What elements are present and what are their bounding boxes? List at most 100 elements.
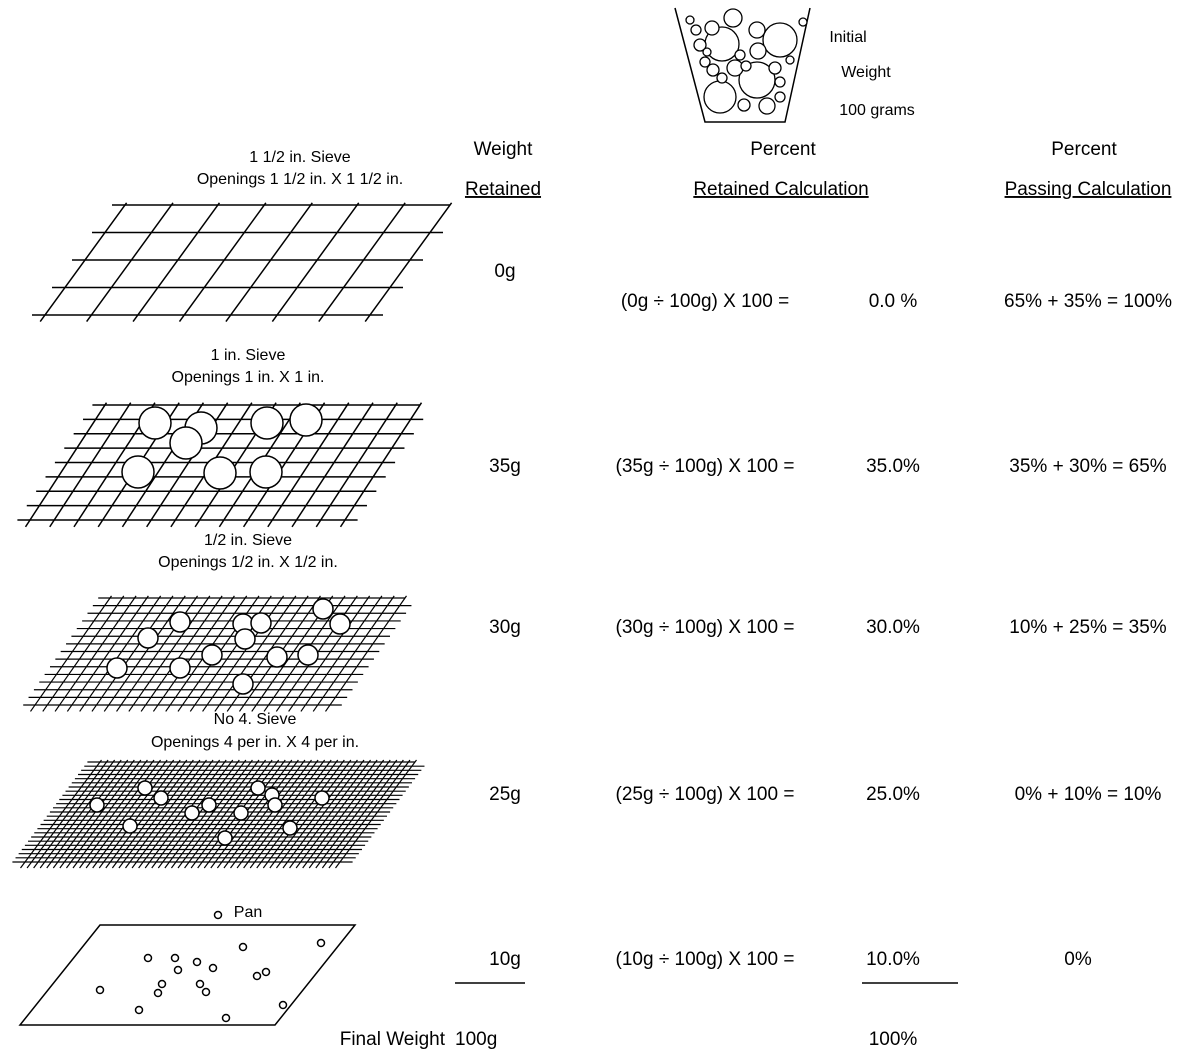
percent-retained: 30.0% [866, 617, 920, 638]
sieve-wire [275, 759, 358, 869]
sieve-wire [210, 759, 293, 869]
particle [169, 426, 203, 460]
particle [737, 98, 751, 112]
particle [213, 910, 223, 920]
sieve-wire [184, 759, 267, 869]
particle [249, 455, 283, 489]
sieve-openings: Openings 4 per in. X 4 per in. [151, 734, 359, 751]
particle [748, 21, 766, 39]
sieve-wire [223, 759, 306, 869]
sieve-wire [318, 202, 406, 323]
sieve-wire [289, 759, 372, 869]
sieve-wire [282, 759, 365, 869]
sieve-wire [91, 595, 174, 712]
particle [726, 59, 744, 77]
sieve-wire [243, 759, 326, 869]
passing-calculation: 35% + 30% = 65% [1009, 456, 1166, 477]
particle [134, 1005, 144, 1015]
particle [723, 8, 743, 28]
particle [716, 72, 728, 84]
particle [217, 830, 233, 846]
particle [693, 38, 707, 52]
sieve-wire [66, 595, 149, 712]
sieve-wire [177, 759, 260, 869]
sieve-wire [79, 759, 162, 869]
particle [143, 953, 153, 963]
particle [703, 80, 737, 114]
sieve-wire [86, 202, 174, 323]
sieve-name: No 4. Sieve [214, 711, 297, 728]
sieve-openings: Openings 1/2 in. X 1/2 in. [158, 554, 338, 571]
sieve-wire [111, 759, 194, 869]
retained-calculation: (0g ÷ 100g) X 100 = [621, 291, 789, 312]
passing-calculation: 0% [1064, 949, 1092, 970]
beaker-label: Weight [841, 64, 891, 81]
sieve-wire [170, 759, 253, 869]
retained-calculation: (30g ÷ 100g) X 100 = [616, 617, 795, 638]
sieve-wire [39, 202, 128, 323]
weight-retained: 35g [489, 456, 521, 477]
particle [250, 612, 272, 634]
sieve-name: 1 in. Sieve [211, 347, 286, 364]
particle [282, 820, 298, 836]
particle [702, 47, 712, 57]
sieve-wire [325, 595, 407, 712]
sieve-wire [138, 759, 221, 869]
particle [314, 790, 330, 806]
particle [203, 456, 237, 490]
weight-retained: 10g [489, 949, 521, 970]
sieve-wire [33, 759, 116, 869]
column-header: Passing Calculation [1005, 179, 1172, 200]
percent-retained: 35.0% [866, 456, 920, 477]
sieve-wire [24, 402, 108, 528]
particle [121, 455, 155, 489]
weight-retained: 0g [494, 261, 515, 282]
sieve-wire [178, 202, 267, 323]
column-header: Retained Calculation [693, 179, 868, 200]
particle [266, 646, 288, 668]
sieve-wire [271, 202, 360, 323]
particle [192, 957, 202, 967]
sieve-wire [300, 595, 383, 712]
particle [690, 24, 702, 36]
particle [195, 979, 205, 989]
sieve-wire [291, 402, 374, 528]
particle [798, 17, 808, 27]
passing-calculation: 10% + 25% = 35% [1009, 617, 1166, 638]
column-header: Weight [474, 139, 534, 160]
sieve-wire [131, 759, 214, 869]
percent-retained: 0.0 % [869, 291, 918, 312]
sieve-wire [216, 759, 299, 869]
particle [122, 818, 138, 834]
sieve-wire [256, 759, 339, 869]
sieve-wire [364, 202, 453, 323]
particle [749, 42, 767, 60]
sieve-wire [308, 759, 391, 869]
beaker [674, 7, 811, 123]
sieve-wire [295, 759, 378, 869]
particle [232, 673, 254, 695]
sieve-name: Pan [234, 904, 262, 921]
beaker-label: Initial [829, 29, 866, 46]
retained-calculation: (10g ÷ 100g) X 100 = [616, 949, 795, 970]
sieve-wire [65, 759, 148, 869]
particle [173, 965, 183, 975]
sieve-wire [54, 595, 137, 712]
particle [95, 985, 105, 995]
sieve-wire [315, 759, 398, 869]
particle [289, 403, 323, 437]
particle [706, 63, 720, 77]
sieve-wire [339, 402, 423, 528]
retained-calculation: (25g ÷ 100g) X 100 = [616, 784, 795, 805]
sieve-wire [267, 402, 350, 528]
particle [233, 805, 249, 821]
sieve-wire [269, 759, 352, 869]
sieve-wire [262, 759, 345, 869]
total-percent: 100% [869, 1029, 918, 1050]
particle [201, 797, 217, 813]
particle [774, 76, 786, 88]
column-header: Retained [465, 179, 541, 200]
sieve-wire [315, 402, 398, 528]
particle [329, 613, 351, 635]
